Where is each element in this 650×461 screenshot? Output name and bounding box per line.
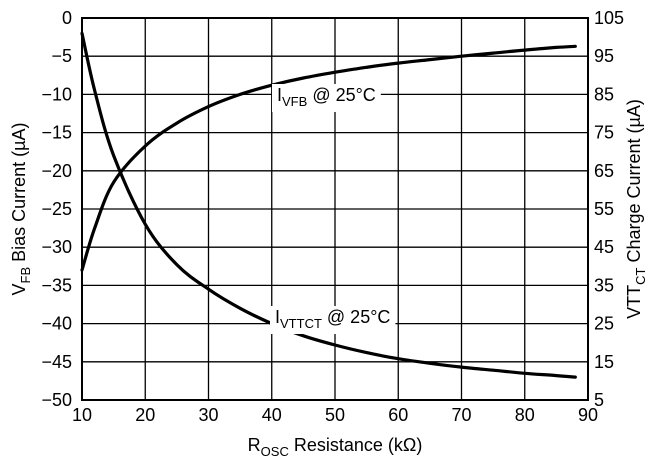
x-tick-label: 50	[325, 405, 345, 425]
series-layer	[80, 31, 577, 379]
y-left-tick-label: −40	[41, 314, 72, 334]
y-left-tick-label: −25	[41, 199, 72, 219]
y-left-tick-label: −10	[41, 84, 72, 104]
y-right-axis-label: VTTCT Charge Current (µA)	[624, 99, 648, 319]
tick-labels: 10 20 30 40 50 60 70 80 90 0 −5 −10 −15 −20 −25 −30 −35 −…	[41, 8, 624, 425]
series-label-background	[272, 84, 381, 112]
y-left-tick-label: −35	[41, 275, 72, 295]
y-left-axis-label: VFB Bias Current (µA)	[9, 122, 33, 295]
x-tick-label: 40	[262, 405, 282, 425]
y-right-tick-label: 95	[594, 46, 614, 66]
y-right-tick-label: 105	[594, 8, 624, 28]
y-right-tick-label: 35	[594, 275, 614, 295]
x-axis-label: ROSC Resistance (kΩ)	[248, 435, 423, 459]
y-right-tick-label: 45	[594, 237, 614, 257]
x-tick-label: 30	[198, 405, 218, 425]
y-left-tick-label: −30	[41, 237, 72, 257]
x-tick-label: 80	[515, 405, 535, 425]
y-right-tick-label: 65	[594, 161, 614, 181]
x-tick-label: 70	[451, 405, 471, 425]
y-left-tick-label: 0	[62, 8, 72, 28]
y-left-tick-label: −50	[41, 390, 72, 410]
series-line-ivttct	[80, 31, 577, 379]
series-label-background	[270, 306, 396, 334]
y-left-tick-label: −15	[41, 123, 72, 143]
x-tick-label: 10	[72, 405, 92, 425]
y-right-tick-label: 55	[594, 199, 614, 219]
x-tick-label: 20	[135, 405, 155, 425]
y-left-tick-label: −45	[41, 352, 72, 372]
y-left-tick-label: −20	[41, 161, 72, 181]
x-tick-label: 60	[388, 405, 408, 425]
y-right-tick-label: 5	[594, 390, 604, 410]
series-label-ivttct: IVTTCT @ 25°C	[275, 307, 390, 331]
y-right-tick-label: 85	[594, 84, 614, 104]
y-left-tick-label: −5	[51, 46, 72, 66]
x-tick-label: 90	[578, 405, 598, 425]
plot-frame	[81, 17, 589, 401]
series-label-ivfb: IVFB @ 25°C	[277, 85, 376, 109]
grid	[82, 18, 588, 400]
y-right-tick-label: 75	[594, 123, 614, 143]
y-right-tick-label: 25	[594, 314, 614, 334]
series-line-ivfb	[80, 44, 577, 272]
y-right-tick-label: 15	[594, 352, 614, 372]
